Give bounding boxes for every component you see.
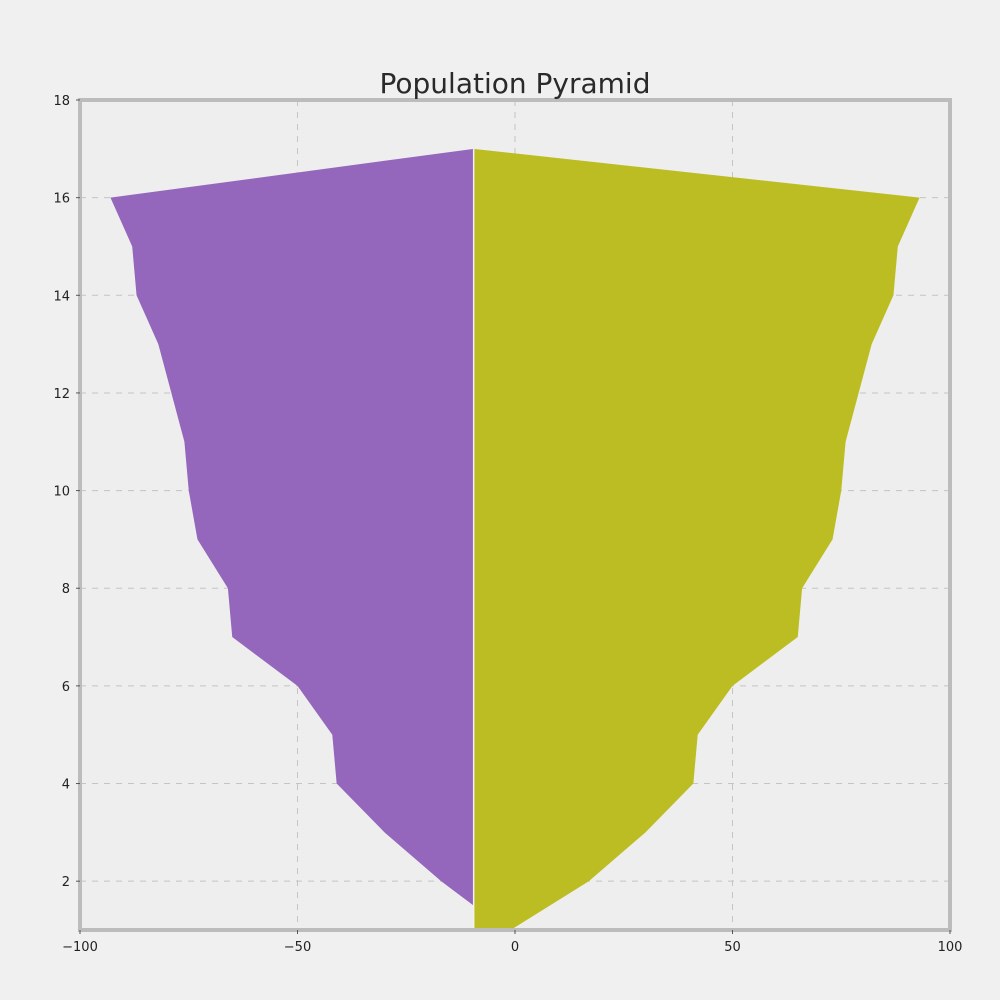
y-tick-label: 8 xyxy=(62,582,70,597)
y-tick-label: 12 xyxy=(53,387,70,402)
y-tick-label: 4 xyxy=(62,778,70,793)
x-tick-label: 50 xyxy=(724,940,741,955)
y-tick-label: 14 xyxy=(53,289,70,304)
series-area-left xyxy=(110,148,474,930)
x-tick-label: 100 xyxy=(938,940,963,955)
y-axis-ticks: 2 4 6 8 10 12 14 16 18 xyxy=(53,94,80,890)
y-tick-label: 18 xyxy=(53,94,70,109)
y-tick-label: 16 xyxy=(53,192,70,207)
y-tick-label: 10 xyxy=(53,485,70,500)
x-tick-label: 0 xyxy=(511,940,519,955)
x-tick-label: −50 xyxy=(284,940,311,955)
chart-title: Population Pyramid xyxy=(380,67,651,100)
x-tick-label: −100 xyxy=(62,940,98,955)
y-tick-label: 2 xyxy=(62,875,70,890)
y-tick-label: 6 xyxy=(62,680,70,695)
series-area-right xyxy=(473,148,920,930)
x-axis-ticks: −100 −50 0 50 100 xyxy=(62,930,962,955)
series-areas xyxy=(110,148,920,930)
